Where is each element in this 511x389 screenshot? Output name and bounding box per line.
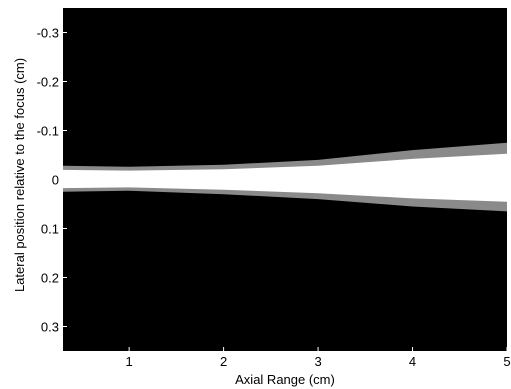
- x-tick-label: 1: [126, 354, 133, 369]
- x-axis-ticks: 1 2 3 4 5: [126, 347, 511, 369]
- y-tick-label: -0.1: [37, 124, 59, 139]
- beam-region: [63, 142, 507, 212]
- y-tick-label: 0: [52, 173, 59, 188]
- x-axis-label: Axial Range (cm): [235, 372, 335, 387]
- x-tick-label: 3: [314, 354, 321, 369]
- x-tick-label: 5: [503, 354, 510, 369]
- y-tick-label: -0.3: [37, 26, 59, 41]
- y-axis-ticks: -0.3 -0.2 -0.1 0 0.1 0.2 0.3: [37, 26, 67, 335]
- y-tick-label: 0.1: [41, 222, 59, 237]
- x-tick-label: 4: [409, 354, 416, 369]
- beam-core: [63, 153, 507, 202]
- y-tick-label: -0.2: [37, 75, 59, 90]
- x-tick-label: 2: [220, 354, 227, 369]
- y-axis-label: Lateral position relative to the focus (…: [12, 58, 27, 292]
- y-tick-label: 0.2: [41, 271, 59, 286]
- y-tick-label: 0.3: [41, 320, 59, 335]
